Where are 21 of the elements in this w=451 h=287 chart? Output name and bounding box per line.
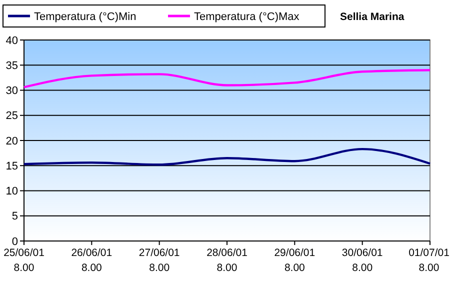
y-tick-label: 10	[6, 186, 18, 198]
x-tick-label: 30/06/01 8.00	[342, 247, 383, 274]
legend-label: Temperatura (°C)Min	[34, 10, 136, 23]
y-tick-label: 35	[6, 60, 18, 72]
y-tick-label: 0	[12, 236, 18, 248]
y-tick-label: 20	[6, 135, 18, 148]
x-tick-label: 29/06/01 8.00	[274, 247, 316, 274]
legend-label: Temperatura (°C)Max	[194, 10, 300, 23]
x-tick-label: 01/07/01 8.00	[408, 247, 450, 274]
x-tick-label: 28/06/01 8.00	[206, 247, 248, 274]
y-tick-label: 15	[6, 160, 18, 172]
line-series	[22, 148, 432, 166]
x-tick-label: 27/06/01 8.00	[138, 247, 180, 274]
line-series	[22, 69, 432, 88]
x-tick-label: 26/06/01 8.00	[71, 247, 112, 274]
y-tick-label: 5	[12, 210, 18, 223]
y-tick-label: 25	[6, 110, 18, 122]
chart-title: Sellia Marina	[340, 11, 404, 23]
x-tick-label: 25/06/01 8.00	[4, 247, 45, 274]
y-tick-label: 40	[6, 34, 18, 47]
y-tick-label: 30	[6, 85, 18, 98]
